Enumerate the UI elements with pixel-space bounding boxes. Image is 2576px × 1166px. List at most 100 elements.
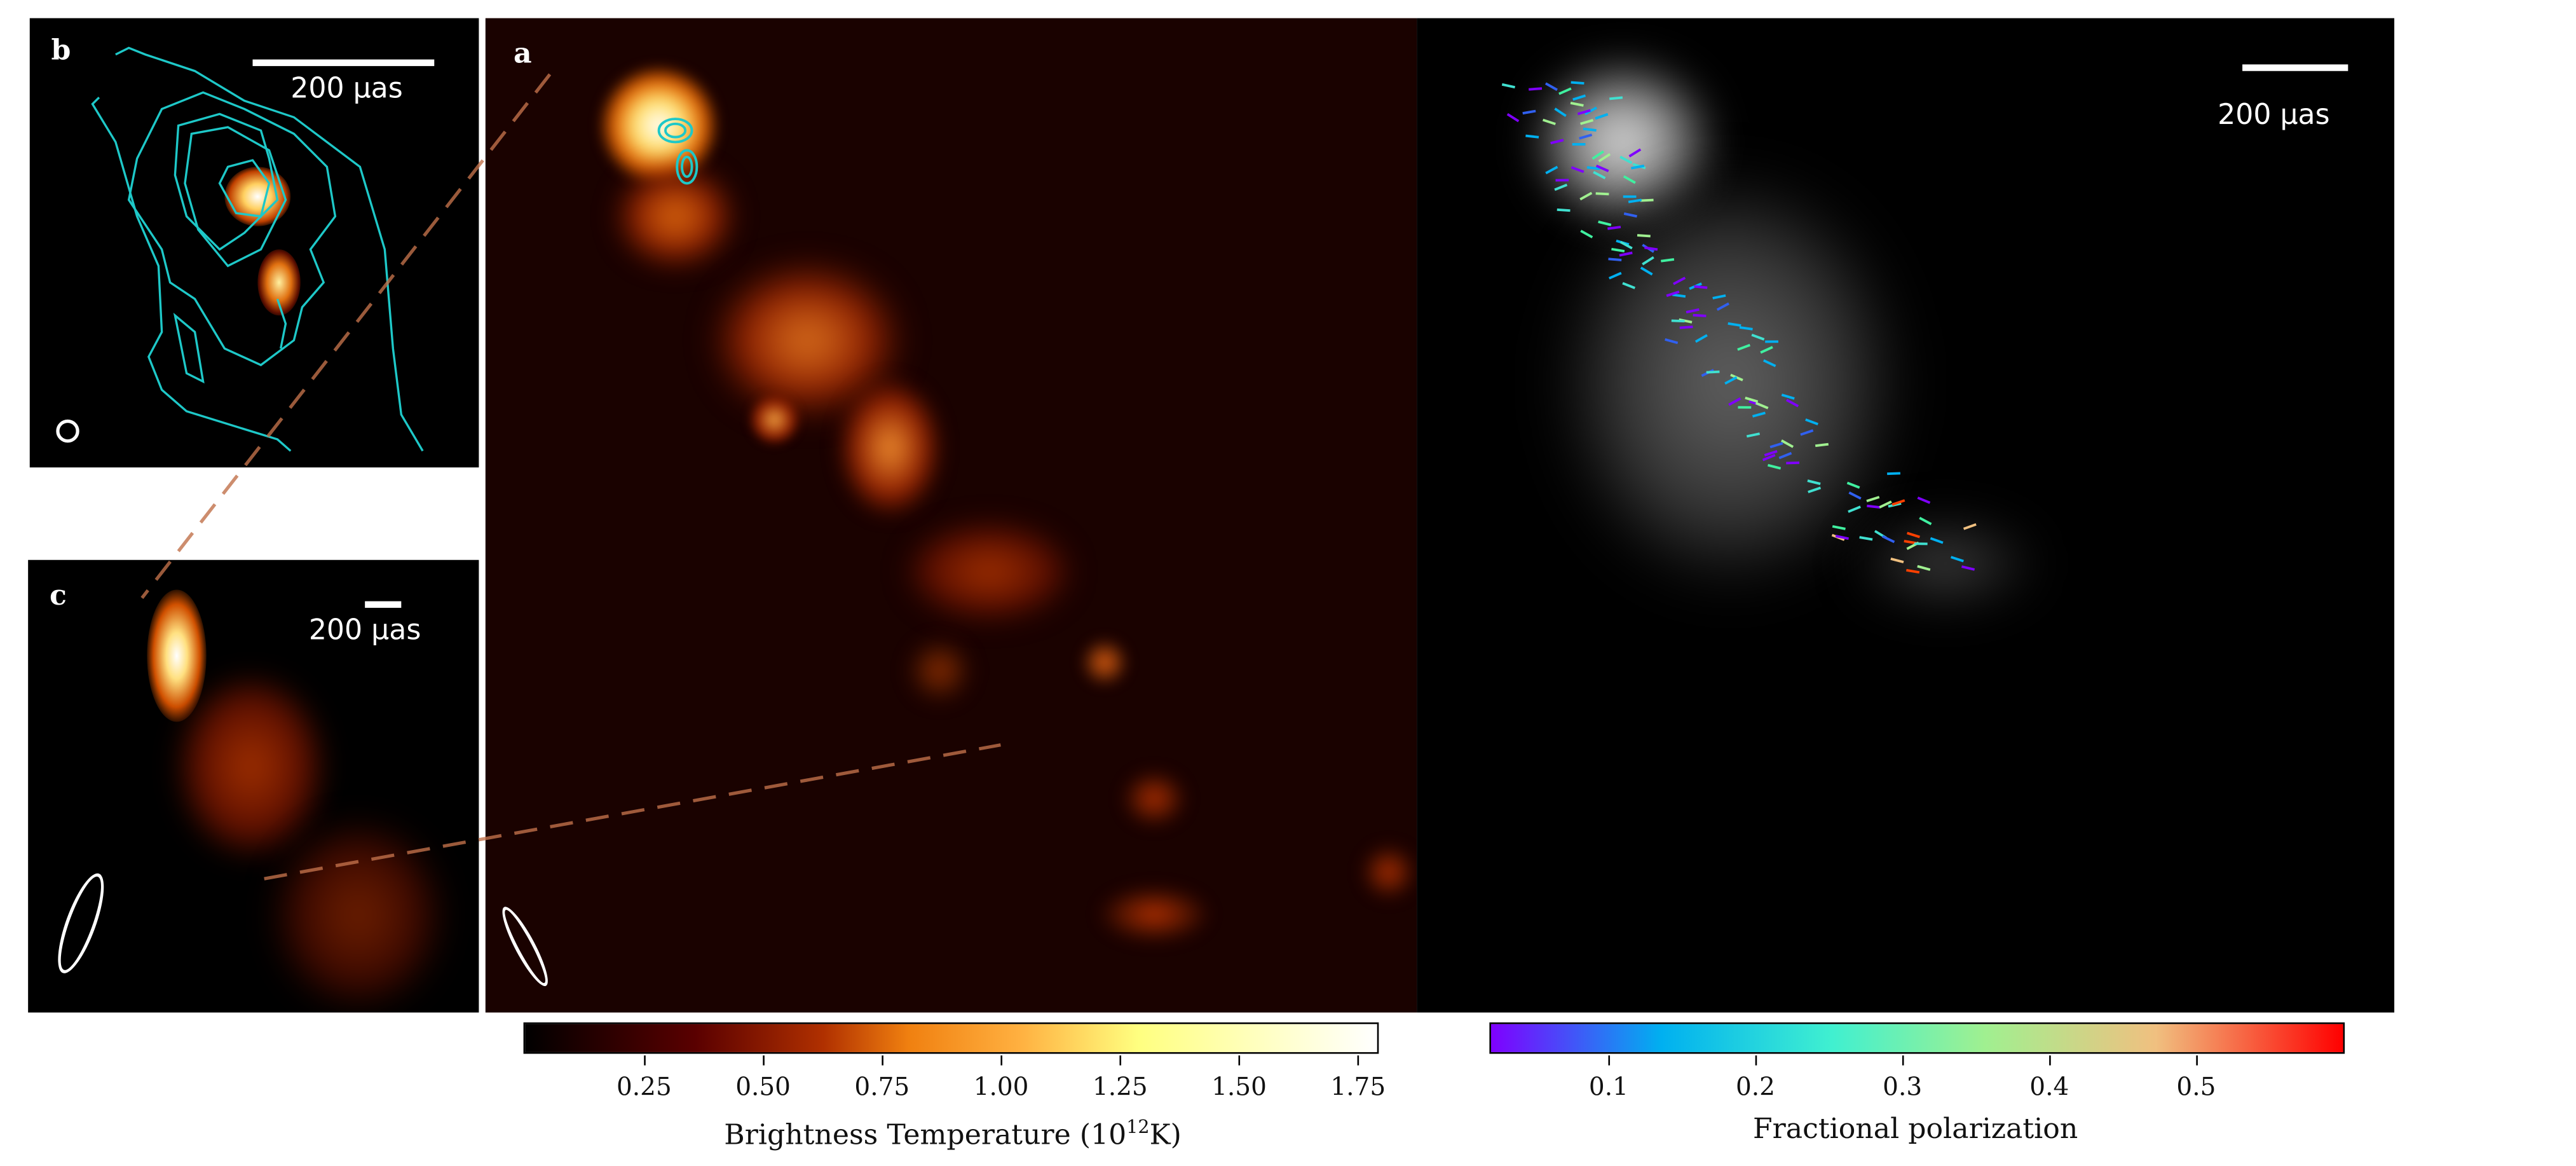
colorbar-tick-label: 0.5	[2176, 1072, 2216, 1102]
polarization-ticks	[1501, 81, 1977, 574]
colorbar-tick	[1358, 1055, 1360, 1066]
jet-blob	[1360, 844, 1417, 900]
evpa-tick	[1866, 495, 1880, 503]
evpa-tick	[1554, 183, 1568, 191]
evpa-tick	[1751, 333, 1765, 341]
colorbar-tick	[1755, 1055, 1757, 1066]
colorbar-tick	[1608, 1055, 1611, 1066]
evpa-tick	[1637, 234, 1651, 238]
scale-bar-label: 200 μas	[2218, 99, 2330, 132]
panel-b: b 200 μas	[29, 18, 479, 468]
evpa-tick	[1963, 523, 1977, 530]
panel-polarization: 200 μas	[1417, 18, 2395, 1013]
colorbar-polarization	[1489, 1022, 2345, 1054]
evpa-tick	[1593, 170, 1606, 179]
evpa-tick	[1762, 359, 1776, 367]
evpa-tick	[1694, 285, 1708, 289]
jet-blob	[840, 381, 940, 514]
colorbar-tick	[1120, 1055, 1122, 1066]
evpa-tick	[1762, 453, 1776, 462]
scale-bar	[365, 601, 402, 608]
colorbar-tick	[1001, 1055, 1003, 1066]
evpa-tick	[1890, 558, 1904, 564]
evpa-tick	[1887, 472, 1900, 476]
evpa-tick	[1501, 83, 1516, 89]
evpa-tick	[1906, 532, 1920, 538]
evpa-tick	[1608, 257, 1622, 261]
evpa-tick	[1752, 411, 1766, 418]
evpa-tick	[1760, 346, 1773, 354]
contours	[91, 46, 424, 452]
evpa-tick	[1586, 166, 1600, 170]
jet-blob	[906, 521, 1072, 621]
colorbar-tick	[2196, 1055, 2198, 1066]
evpa-tick	[1746, 432, 1761, 438]
evpa-tick	[1628, 198, 1642, 203]
evpa-tick	[1571, 166, 1584, 174]
colorbar-polarization-label: Fractional polarization	[1753, 1113, 2078, 1147]
evpa-tick	[1800, 429, 1814, 436]
evpa-tick	[1712, 294, 1726, 299]
evpa-tick	[1848, 505, 1861, 513]
colorbar-tick-label: 1.00	[973, 1072, 1029, 1102]
evpa-tick	[1950, 556, 1964, 563]
evpa-tick	[1609, 96, 1623, 100]
jet-glow	[1846, 513, 2045, 613]
evpa-tick	[1640, 266, 1653, 276]
evpa-tick	[1598, 220, 1612, 226]
evpa-tick	[1671, 319, 1685, 323]
jet-blob	[176, 675, 325, 858]
evpa-tick	[1919, 516, 1932, 526]
evpa-tick	[1781, 394, 1795, 400]
scale-bar	[252, 59, 435, 66]
evpa-tick	[1917, 565, 1931, 572]
evpa-tick	[1807, 479, 1821, 485]
evpa-tick	[1930, 537, 1944, 544]
evpa-tick	[1694, 334, 1708, 343]
evpa-tick	[1542, 118, 1556, 125]
evpa-tick	[1846, 481, 1860, 489]
evpa-tick	[1554, 107, 1567, 117]
colorbar-tick	[763, 1055, 765, 1066]
colorbar-tick-label: 1.50	[1211, 1072, 1267, 1102]
panel-a: a	[485, 18, 1417, 1013]
scale-bar-label: 200 μas	[290, 72, 403, 106]
evpa-tick	[1686, 308, 1700, 313]
evpa-tick	[1672, 293, 1686, 298]
evpa-tick	[1611, 247, 1625, 253]
evpa-tick	[1544, 82, 1558, 92]
scale-bar-label: 200 μas	[308, 614, 421, 648]
evpa-tick	[1595, 192, 1609, 196]
colorbar-tick-label: 0.3	[1883, 1072, 1923, 1102]
evpa-tick	[1739, 326, 1753, 331]
panel-letter: b	[51, 34, 71, 68]
evpa-tick	[1619, 155, 1633, 165]
evpa-tick	[1571, 81, 1584, 85]
panel-letter: a	[513, 38, 532, 71]
evpa-tick	[1768, 463, 1782, 470]
evpa-tick	[1580, 230, 1593, 238]
evpa-tick	[1769, 442, 1783, 449]
evpa-tick	[1906, 568, 1920, 574]
evpa-tick	[1640, 198, 1654, 202]
evpa-tick	[1619, 251, 1633, 257]
evpa-tick	[1584, 106, 1597, 116]
beam-ellipse-icon	[48, 868, 113, 978]
evpa-tick	[1737, 343, 1751, 351]
colorbar-tick-label: 0.75	[854, 1072, 910, 1102]
evpa-tick	[1728, 322, 1741, 327]
evpa-tick	[1572, 94, 1586, 101]
colorbar-tick-label: 0.2	[1736, 1072, 1775, 1102]
colorbar-tick-label: 0.1	[1588, 1072, 1628, 1102]
jet-blob	[906, 637, 973, 704]
label-text: Brightness Temperature (10	[724, 1119, 1127, 1153]
evpa-tick	[1522, 109, 1536, 115]
colorbar-tick-label: 0.25	[616, 1072, 672, 1102]
evpa-tick	[1665, 338, 1679, 345]
evpa-tick	[1859, 536, 1873, 541]
label-tail: K)	[1149, 1119, 1182, 1153]
colorbar-tick-label: 0.4	[2029, 1072, 2069, 1102]
evpa-tick	[1815, 442, 1829, 448]
evpa-tick	[1879, 500, 1892, 509]
